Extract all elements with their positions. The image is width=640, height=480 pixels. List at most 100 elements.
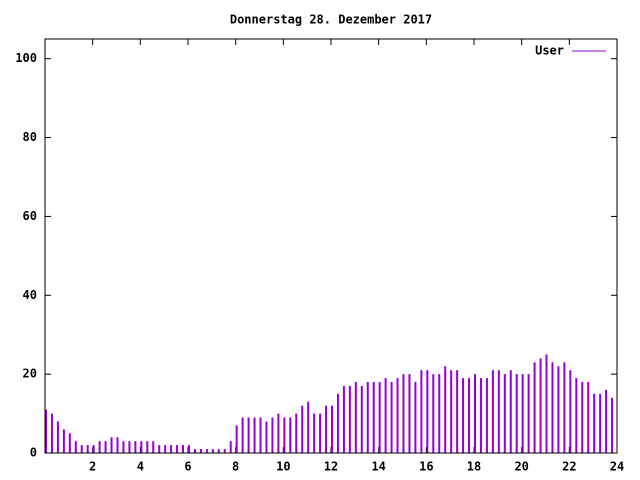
bar [497,370,500,453]
x-tick-label: 6 [184,460,191,474]
bar [360,385,363,453]
bar [158,445,161,453]
bar [581,382,584,453]
bar [50,413,53,453]
y-tick-label: 20 [23,367,37,381]
bar [390,382,393,453]
bar [86,445,89,453]
bar [223,449,226,453]
bar [521,374,524,453]
bar [450,370,453,453]
x-tick-label: 20 [514,460,528,474]
bar [348,385,351,453]
bar [164,445,167,453]
bar [456,370,459,453]
bar [593,393,596,453]
x-tick-label: 8 [232,460,239,474]
bar [426,370,429,453]
bar [468,378,471,453]
bar [509,370,512,453]
bar [182,445,185,453]
x-tick-label: 14 [371,460,385,474]
bar [140,441,143,453]
bar [444,366,447,453]
bar [199,449,202,453]
bar [307,401,310,453]
y-tick-label: 100 [15,51,37,65]
bar [491,370,494,453]
bar [366,382,369,453]
x-tick-label: 22 [562,460,576,474]
bar [462,378,465,453]
bar [533,362,536,453]
chart-title: Donnerstag 28. Dezember 2017 [230,13,432,27]
bar [170,445,173,453]
bar [152,441,155,453]
y-tick-label: 80 [23,130,37,144]
bar [116,437,119,453]
bar [253,417,256,453]
bar [277,413,280,453]
bar [265,421,268,453]
bar [342,385,345,453]
bar [408,374,411,453]
bar [611,397,614,453]
x-tick-label: 4 [137,460,144,474]
legend-label: User [535,44,564,58]
bar [128,441,131,453]
bar [384,378,387,453]
bar [551,362,554,453]
bar [587,382,590,453]
x-tick-label: 12 [324,460,338,474]
bar [420,370,423,453]
bar [235,425,238,453]
bar [313,413,316,453]
bar [557,366,560,453]
bar [74,441,77,453]
bar [527,374,530,453]
bar [217,449,220,453]
bar [45,409,47,453]
bar [378,382,381,453]
bar [193,449,196,453]
bar [414,382,417,453]
bar [271,417,274,453]
bar [289,417,292,453]
bar [474,374,476,453]
bar [301,405,304,453]
bar [325,405,328,453]
bar [438,374,441,453]
bar [92,445,95,453]
y-tick-label: 60 [23,209,37,223]
bar [134,441,137,453]
bar [56,421,59,453]
x-tick-label: 16 [419,460,433,474]
bar [98,441,101,453]
bar [247,417,250,453]
plot-border [44,38,618,454]
bar [68,433,71,453]
bar [146,441,149,453]
bar [563,362,566,453]
bar [295,413,298,453]
bar [515,374,518,453]
bar [503,374,506,453]
bar [402,374,405,453]
bar [80,445,83,453]
bar [176,445,179,453]
bar [122,441,125,453]
bar [110,437,113,453]
bar [62,429,65,453]
y-tick-label: 40 [23,288,37,302]
bar [211,449,214,453]
bar [188,445,190,453]
bar [575,378,578,453]
bar [432,374,435,453]
bar [372,382,375,453]
x-tick-label: 2 [89,460,96,474]
bar [319,413,322,453]
bar [104,441,107,453]
bar [283,417,286,453]
